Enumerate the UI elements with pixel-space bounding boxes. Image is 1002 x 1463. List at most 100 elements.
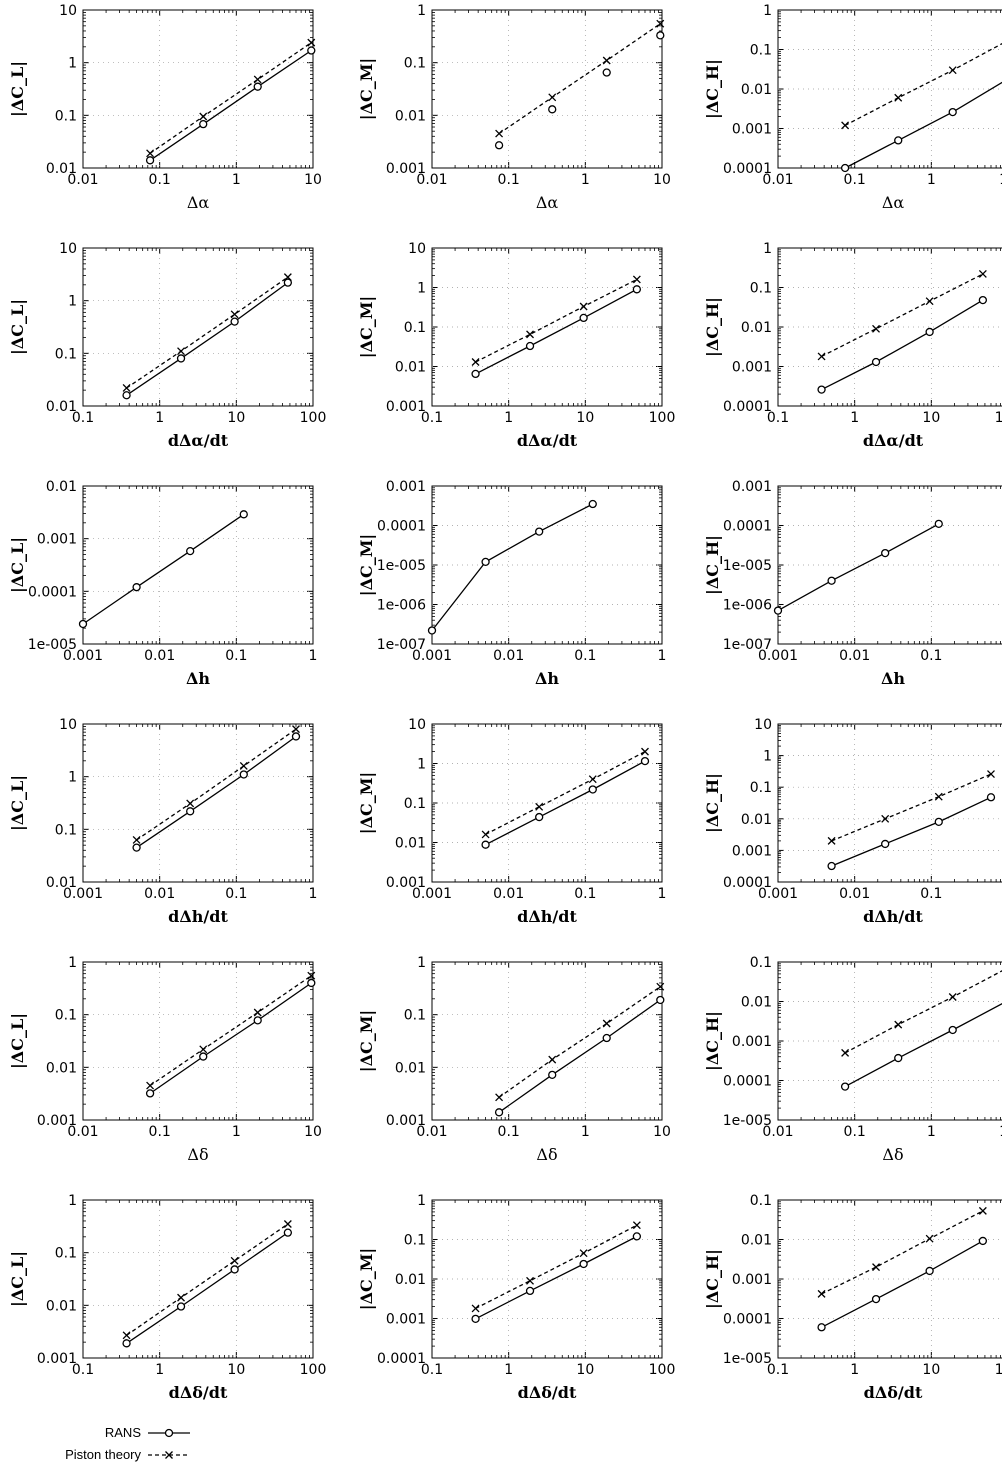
piston-data-point bbox=[978, 270, 987, 278]
piston-data-point bbox=[253, 1008, 262, 1017]
x-tick-label: 10 bbox=[304, 1124, 322, 1140]
rans-data-point bbox=[78, 619, 88, 629]
y-tick-label: 10 bbox=[754, 717, 772, 733]
piston-series-line bbox=[844, 970, 1002, 1054]
chart-panel-11: 0.001 0.01 0.1 1 0.001 0.01 0.1 1 10 dΔh/dt |ΔC_M| bbox=[357, 717, 666, 926]
plot-frame bbox=[82, 723, 314, 883]
y-tick-label: 0.01 bbox=[395, 836, 426, 852]
piston-data-point bbox=[894, 93, 903, 102]
y-tick-label: 0.001 bbox=[732, 843, 772, 859]
x-tick-label: 1 bbox=[232, 172, 241, 188]
piston-data-point bbox=[841, 121, 850, 130]
piston-data-point bbox=[471, 358, 480, 366]
y-tick-label: 0.001 bbox=[37, 1113, 77, 1129]
y-axis-label: |ΔC_H| bbox=[703, 773, 722, 833]
x-axis-label: Δα bbox=[882, 193, 905, 212]
piston-series-line bbox=[475, 278, 638, 363]
rans-data-point bbox=[427, 626, 437, 635]
rans-data-point bbox=[132, 583, 141, 592]
y-tick-label: 10 bbox=[59, 3, 77, 19]
x-tick-label: 10 bbox=[227, 410, 245, 426]
rans-data-point bbox=[525, 341, 535, 351]
piston-series-line bbox=[844, 42, 1002, 126]
x-axis-label: dΔα/dt bbox=[863, 431, 924, 450]
x-tick-label: 1 bbox=[155, 410, 164, 426]
piston-series-line bbox=[126, 1223, 289, 1336]
piston-data-point bbox=[948, 66, 957, 75]
x-tick-label: 0.01 bbox=[144, 648, 175, 664]
y-tick-label: 0.001 bbox=[732, 360, 772, 376]
y-tick-label: 1e-007 bbox=[723, 637, 772, 653]
rans-data-point bbox=[122, 1339, 131, 1348]
x-tick-label: 0.1 bbox=[498, 172, 520, 188]
y-tick-label: 1 bbox=[763, 749, 772, 765]
x-tick-label: 0.01 bbox=[493, 886, 524, 902]
x-tick-label: 0.01 bbox=[839, 886, 870, 902]
rans-series-line bbox=[777, 523, 940, 612]
piston-data-point bbox=[827, 836, 836, 845]
chart-panel-8: 0.001 0.01 0.1 1 1e-007 1e-006 1e-005 0.0001 0.0… bbox=[357, 479, 666, 688]
piston-data-point bbox=[177, 1293, 185, 1302]
piston-data-point bbox=[122, 1331, 131, 1340]
x-tick-label: 0.1 bbox=[421, 410, 443, 426]
piston-data-point bbox=[292, 725, 300, 734]
y-tick-label: 1e-005 bbox=[723, 1351, 772, 1367]
piston-series-line bbox=[831, 773, 992, 842]
piston-data-point bbox=[177, 347, 185, 356]
y-tick-label: 0.1 bbox=[404, 1233, 426, 1249]
legend-marker-rans bbox=[164, 1428, 174, 1438]
y-tick-label: 0.1 bbox=[750, 955, 772, 971]
rans-data-point bbox=[283, 278, 293, 287]
y-tick-label: 0.1 bbox=[55, 1008, 77, 1024]
x-tick-label: 0.01 bbox=[67, 1124, 98, 1140]
y-tick-label: 1 bbox=[68, 56, 77, 72]
x-axis-label: dΔα/dt bbox=[517, 431, 578, 450]
x-tick-label: 0.1 bbox=[498, 1124, 520, 1140]
rans-data-point bbox=[840, 163, 850, 173]
rans-data-point bbox=[548, 105, 557, 114]
x-tick-label: 0.1 bbox=[920, 648, 942, 664]
x-tick-label: 1 bbox=[658, 886, 667, 902]
y-tick-label: 0.01 bbox=[46, 1298, 77, 1314]
rans-data-point bbox=[239, 770, 248, 779]
x-tick-label: 0.01 bbox=[67, 172, 98, 188]
rans-data-point bbox=[588, 499, 597, 509]
x-tick-label: 1 bbox=[927, 172, 936, 188]
y-tick-label: 1 bbox=[417, 757, 426, 773]
y-axis-label: |ΔC_H| bbox=[703, 1249, 722, 1309]
rans-data-point bbox=[640, 756, 650, 766]
y-tick-label: 0.1 bbox=[750, 281, 772, 297]
rans-data-point bbox=[579, 1259, 588, 1269]
x-tick-label: 1 bbox=[504, 410, 513, 426]
rans-data-point bbox=[145, 156, 155, 165]
y-axis-label: |ΔC_L| bbox=[8, 1251, 27, 1307]
y-tick-label: 0.001 bbox=[386, 161, 426, 177]
rans-data-point bbox=[840, 1082, 850, 1091]
y-axis-label: |ΔC_L| bbox=[8, 299, 27, 355]
x-tick-label: 1 bbox=[850, 1362, 859, 1378]
rans-data-point bbox=[773, 606, 783, 615]
rans-data-point bbox=[948, 1025, 957, 1035]
x-tick-label: 10 bbox=[227, 1362, 245, 1378]
y-axis-label: |ΔC_H| bbox=[703, 535, 722, 595]
y-tick-label: 0.01 bbox=[46, 399, 77, 415]
piston-series-line bbox=[498, 986, 661, 1098]
rans-data-point bbox=[471, 369, 480, 379]
y-tick-label: 1e-007 bbox=[377, 637, 426, 653]
rans-data-point bbox=[588, 785, 597, 794]
x-tick-label: 0.1 bbox=[767, 1362, 789, 1378]
x-axis-label: dΔh/dt bbox=[168, 907, 228, 926]
piston-series-line bbox=[498, 23, 661, 135]
x-axis-label: dΔδ/dt bbox=[864, 1383, 923, 1402]
x-tick-label: 1 bbox=[658, 648, 667, 664]
x-tick-label: 0.001 bbox=[63, 886, 103, 902]
x-tick-label: 0.01 bbox=[493, 648, 524, 664]
rans-series-line bbox=[126, 1232, 289, 1344]
y-tick-label: 0.1 bbox=[750, 1193, 772, 1209]
rans-data-point bbox=[894, 136, 903, 145]
y-tick-label: 0.0001 bbox=[723, 399, 772, 415]
piston-data-point bbox=[656, 982, 665, 991]
